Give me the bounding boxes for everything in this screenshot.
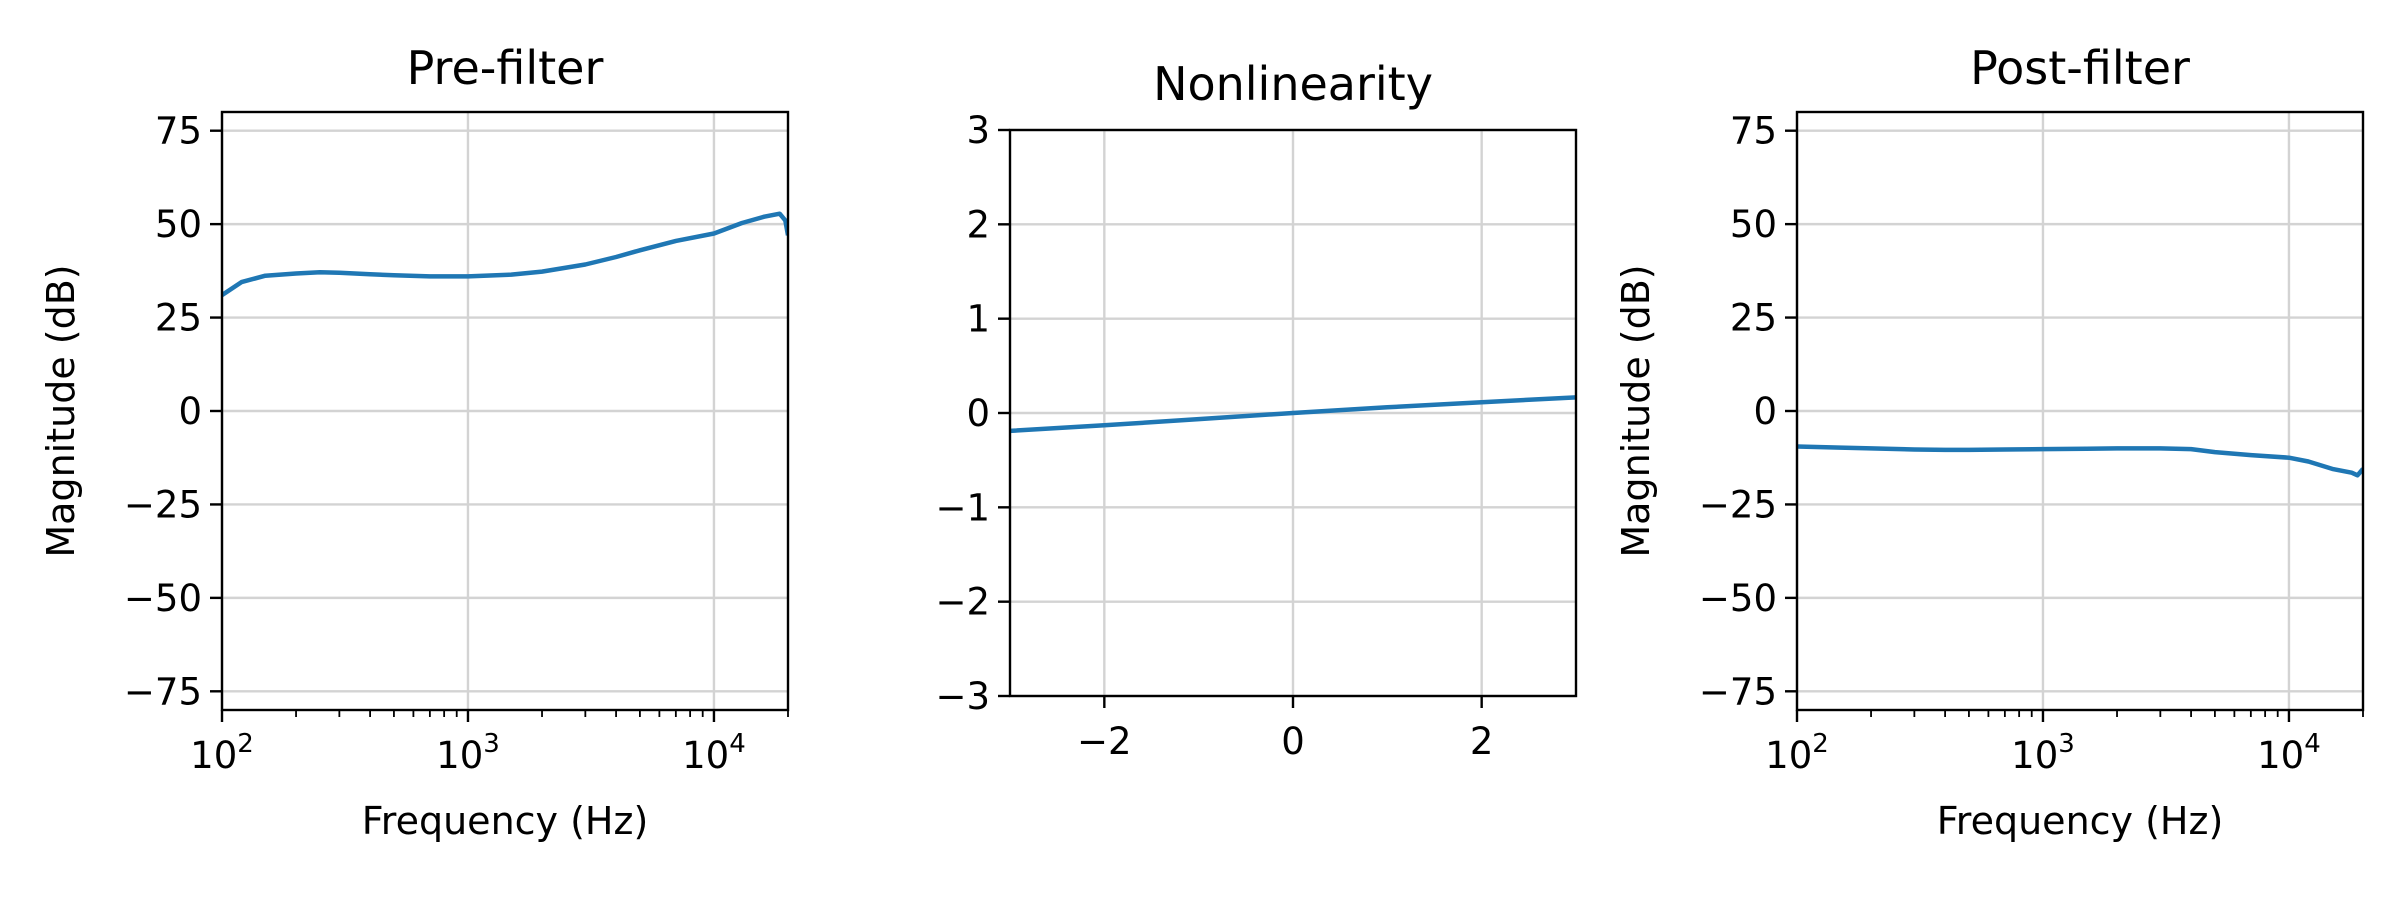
x-tick-label: 103 <box>436 729 500 777</box>
series-line <box>222 211 788 297</box>
y-tick-label: 0 <box>1753 390 1777 433</box>
x-tick-label: 104 <box>682 729 746 777</box>
y-tick-label: 2 <box>966 203 990 246</box>
x-tick-label: 104 <box>2257 729 2321 777</box>
x-tick-label: 102 <box>190 729 254 777</box>
y-tick-label: −25 <box>124 483 202 526</box>
x-tick-label: 0 <box>1281 720 1305 763</box>
chart-panel-3: 102 103 104 75 50 25 0 −25 −50 −75 Post-filter Freq… <box>1614 41 2365 843</box>
x-axis-label: Frequency (Hz) <box>362 799 649 843</box>
y-tick-label: 75 <box>1730 110 1777 153</box>
series-line <box>1010 395 1576 434</box>
x-tick-label: 102 <box>1765 729 1829 777</box>
y-tick-label: 50 <box>155 203 202 246</box>
y-tick-label: 0 <box>966 392 990 435</box>
series-line <box>1797 444 2363 478</box>
x-tick-label: 103 <box>2011 729 2075 777</box>
x-tick-label: 2 <box>1470 720 1494 763</box>
chart-title: Nonlinearity <box>1153 57 1433 111</box>
y-axis-label: Magnitude (dB) <box>39 264 83 557</box>
y-tick-label: 0 <box>178 390 202 433</box>
chart-panel-2: −2 0 2 3 2 1 0 −1 −2 −3 Nonlinearity <box>935 57 1578 763</box>
y-tick-label: 1 <box>966 298 990 341</box>
y-tick-label: −50 <box>1699 577 1777 620</box>
y-tick-label: −1 <box>935 486 990 529</box>
y-tick-label: 25 <box>155 297 202 340</box>
y-tick-label: −2 <box>935 581 990 624</box>
y-axis-label: Magnitude (dB) <box>1614 264 1658 557</box>
x-axis-label: Frequency (Hz) <box>1937 799 2224 843</box>
chart-title: Pre-filter <box>407 41 604 95</box>
y-tick-label: 25 <box>1730 297 1777 340</box>
chart-panel-1: 102 103 104 75 50 25 0 −25 −50 −75 Pre-filter Frequ… <box>39 41 790 843</box>
y-tick-label: 3 <box>966 109 990 152</box>
chart-title: Post-filter <box>1970 41 2190 95</box>
y-tick-label: −3 <box>935 675 990 718</box>
y-tick-label: −75 <box>124 670 202 713</box>
x-tick-label: −2 <box>1077 720 1132 763</box>
y-tick-label: 50 <box>1730 203 1777 246</box>
y-tick-label: −25 <box>1699 483 1777 526</box>
y-tick-label: 75 <box>155 110 202 153</box>
y-tick-label: −50 <box>124 577 202 620</box>
y-tick-label: −75 <box>1699 670 1777 713</box>
